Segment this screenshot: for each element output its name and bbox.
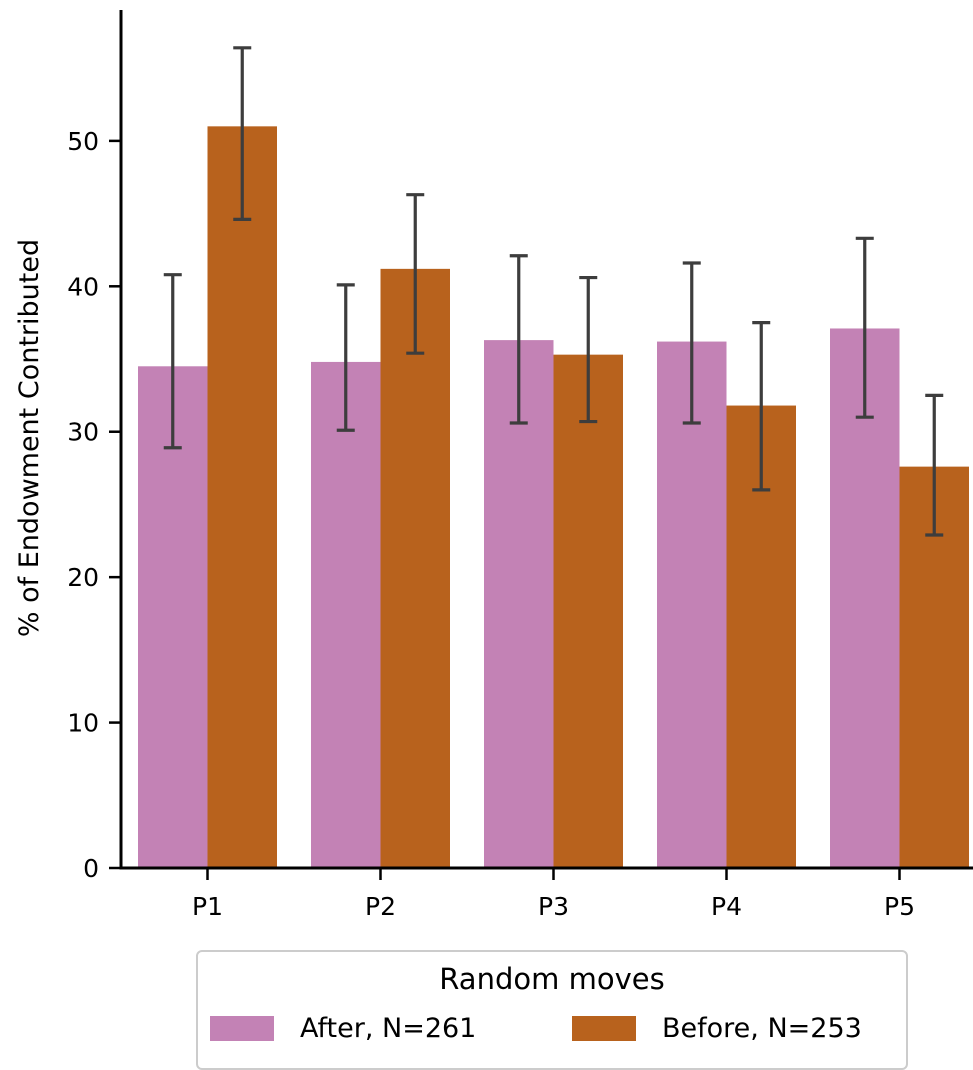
- y-tick-label: 0: [83, 854, 99, 883]
- y-tick-label: 10: [67, 709, 99, 738]
- y-ticks: 0 10 20 30 40 50: [67, 127, 121, 883]
- legend: Random moves After, N=261 Before, N=253: [196, 950, 908, 1070]
- x-ticks: P1 P2 P3 P4 P5: [192, 868, 915, 921]
- bar-p3-series-1: [554, 355, 624, 868]
- x-tick-label: P4: [711, 892, 742, 921]
- legend-item-after: After, N=261: [210, 1012, 476, 1044]
- y-axis-title: % of Endowment Contributed: [14, 239, 45, 637]
- y-tick-label: 50: [67, 127, 99, 156]
- legend-title: Random moves: [198, 962, 906, 996]
- y-tick-label: 20: [67, 563, 99, 592]
- x-tick-label: P3: [538, 892, 569, 921]
- x-tick-label: P5: [884, 892, 915, 921]
- legend-label-after: After, N=261: [300, 1013, 476, 1044]
- legend-label-before: Before, N=253: [662, 1013, 862, 1044]
- legend-swatch-before: [572, 1016, 636, 1041]
- y-tick-label: 30: [67, 418, 99, 447]
- x-tick-label: P1: [192, 892, 223, 921]
- y-tick-label: 40: [67, 272, 99, 301]
- bar-p2-series-1: [381, 269, 451, 868]
- legend-item-before: Before, N=253: [572, 1012, 862, 1044]
- bars-layer: [138, 126, 969, 868]
- x-tick-label: P2: [365, 892, 396, 921]
- bar-p1-series-1: [208, 126, 278, 868]
- bar-p2-series-0: [311, 362, 381, 868]
- legend-swatch-after: [210, 1016, 274, 1041]
